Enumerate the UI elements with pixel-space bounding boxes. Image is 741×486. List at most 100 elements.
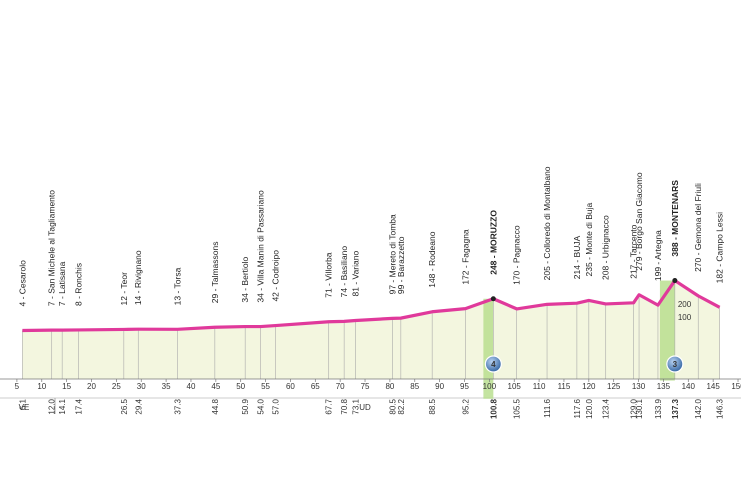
climb-badge xyxy=(484,355,502,373)
profile-line xyxy=(22,278,721,333)
waypoint-label: 4 - Cesarolo xyxy=(17,260,27,307)
x-tick-label: 95 xyxy=(460,382,469,391)
km-label: 50.9 xyxy=(241,398,250,414)
x-tick-label: 25 xyxy=(112,382,121,391)
km-label: 67.7 xyxy=(325,398,334,414)
region-label: VE xyxy=(19,403,30,412)
km-label: 29.4 xyxy=(134,398,143,414)
climb-badge xyxy=(666,355,684,373)
summit-dot xyxy=(490,296,496,302)
waypoint-label: 388 - MONTENARS xyxy=(670,180,680,257)
km-label: 117.6 xyxy=(573,398,582,418)
x-tick-label: 20 xyxy=(87,382,96,391)
waypoint-label: 182 - Campo Lessi xyxy=(715,212,725,283)
waypoint-label: 170 - Pagnacco xyxy=(512,225,522,285)
x-tick-label: 40 xyxy=(187,382,196,391)
x-tick-label: 55 xyxy=(261,382,270,391)
waypoint-label: 205 - Colloredo di Montalbano xyxy=(542,166,552,280)
waypoint-label: 214 - BUJA xyxy=(572,235,582,279)
km-label: 6.1 xyxy=(18,398,27,410)
waypoint-label: 199 - Artegna xyxy=(653,230,663,281)
x-tick-label: 130 xyxy=(632,382,646,391)
climb-category: 3 xyxy=(673,360,678,369)
x-tick-label: 100 xyxy=(483,382,497,391)
x-tick-label: 90 xyxy=(435,382,444,391)
climb-category: 4 xyxy=(491,360,496,369)
waypoint-label: 13 - Torsa xyxy=(173,267,183,305)
x-tick-label: 65 xyxy=(311,382,320,391)
summit-dot xyxy=(672,278,678,284)
waypoint-label: 71 - Villorba xyxy=(324,252,334,297)
x-tick-label: 150 xyxy=(731,382,741,391)
km-label: 130.1 xyxy=(635,398,644,419)
waypoint-label: 172 - Fagagna xyxy=(460,229,470,285)
waypoint-label: 42 - Codroipo xyxy=(271,250,281,302)
x-tick-label: 15 xyxy=(62,382,71,391)
waypoint-label: 34 - Bertiolo xyxy=(240,256,250,302)
x-tick-label: 105 xyxy=(508,382,522,391)
waypoint-label: 8 - Ronchis xyxy=(74,263,84,306)
x-tick-label: 45 xyxy=(211,382,220,391)
km-label: 73.1 xyxy=(352,398,361,414)
km-label: 123.4 xyxy=(602,398,611,419)
waypoint-label: 12 - Teor xyxy=(119,272,129,306)
km-label: 57.0 xyxy=(272,398,281,414)
x-tick-label: 50 xyxy=(236,382,245,391)
km-label: 37.3 xyxy=(174,398,183,414)
km-label: 100.8 xyxy=(489,398,498,419)
y-tick-label: 100 xyxy=(678,313,692,322)
waypoint-label: 97 - Mereto di Tomba xyxy=(387,214,397,294)
km-label: 137.3 xyxy=(671,398,680,419)
km-label: 80.5 xyxy=(388,398,397,414)
x-tick-label: 35 xyxy=(162,382,171,391)
x-tick-label: 125 xyxy=(607,382,621,391)
km-label: 129.0 xyxy=(630,398,639,419)
region-label: UD xyxy=(359,403,371,412)
x-tick-label: 80 xyxy=(385,382,394,391)
km-label: 44.8 xyxy=(211,398,220,414)
waypoint-label: 14 - Rivignano xyxy=(133,250,143,305)
km-label: 26.5 xyxy=(120,398,129,414)
y-tick-label: 200 xyxy=(678,300,692,309)
waypoint-label: 248 - MORUZZO xyxy=(488,210,498,275)
km-label: 70.8 xyxy=(340,398,349,414)
km-label: 105.5 xyxy=(513,398,522,419)
km-label: 111.6 xyxy=(543,398,552,417)
km-label: 88.5 xyxy=(428,398,437,414)
km-label: 14.1 xyxy=(58,398,67,414)
climb-band xyxy=(659,280,675,381)
waypoint-label: 270 - Gemona del Friuli xyxy=(693,183,703,272)
waypoint-label: 217 - Tarcento xyxy=(629,224,639,278)
km-label: 142.0 xyxy=(694,398,703,419)
km-label: 133.9 xyxy=(654,398,663,419)
x-tick-label: 140 xyxy=(682,382,696,391)
km-label: 12.0 xyxy=(48,398,57,414)
km-label: 95.2 xyxy=(461,398,470,414)
waypoint-label: 99 - Barazzetto xyxy=(396,236,406,294)
climb-band xyxy=(483,298,494,399)
waypoint-label: 208 - Urbignacco xyxy=(601,215,611,280)
x-tick-label: 30 xyxy=(137,382,146,391)
x-tick-label: 85 xyxy=(410,382,419,391)
x-tick-label: 145 xyxy=(706,382,720,391)
waypoint-label: 7 - Latisana xyxy=(57,261,67,306)
km-label: 17.4 xyxy=(75,398,84,414)
x-tick-label: 120 xyxy=(582,382,596,391)
waypoint-label: 7 - San Michele al Tagliamento xyxy=(47,190,57,306)
km-label: 54.0 xyxy=(257,398,266,414)
x-tick-label: 110 xyxy=(533,382,546,391)
waypoint-label: 235 - Monte di Buja xyxy=(584,202,594,276)
waypoint-label: 148 - Rodeano xyxy=(427,231,437,288)
x-tick-label: 115 xyxy=(558,382,571,391)
km-label: 146.3 xyxy=(716,398,725,419)
x-tick-label: 10 xyxy=(37,382,46,391)
waypoint-label: 74 - Basiliano xyxy=(339,246,349,298)
waypoint-label: 29 - Talmassons xyxy=(210,241,220,303)
km-label: 120.0 xyxy=(585,398,594,419)
waypoint-label: 279 - Borgo San Giacomo xyxy=(634,172,644,271)
km-label: 82.2 xyxy=(397,398,406,414)
x-tick-label: 75 xyxy=(361,382,370,391)
waypoint-label: 34 - Villa Manin di Passariano xyxy=(256,190,266,303)
x-tick-label: 5 xyxy=(15,382,20,391)
